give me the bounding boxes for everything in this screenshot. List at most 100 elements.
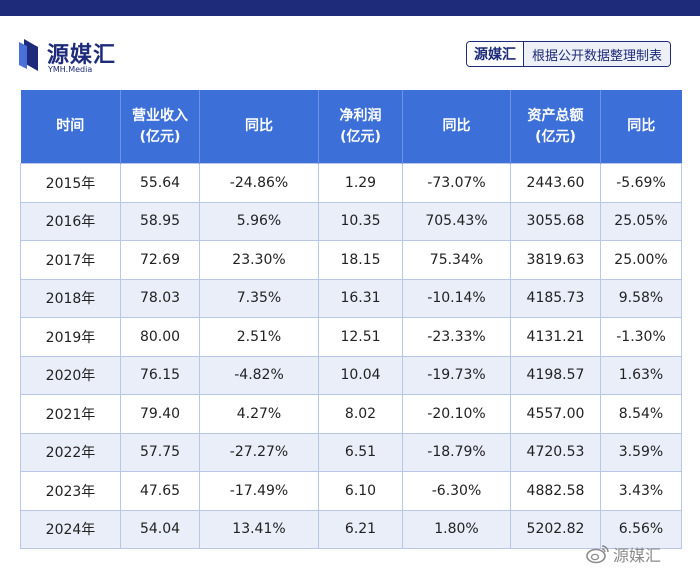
value-cell: 12.51 (318, 317, 403, 357)
table-row: 2020年 76.15 -4.82% 10.04 -19.73% 4198.57 1.63% (20, 355, 682, 395)
column-header: 同比 (199, 90, 319, 164)
logo-subtitle: YMH.Media (48, 65, 93, 74)
value-cell: 16.31 (318, 278, 403, 318)
value-cell: 2.51% (199, 317, 319, 357)
year-cell: 2017年 (20, 240, 121, 280)
value-cell: -4.82% (199, 355, 319, 395)
top-banner-bar (0, 0, 700, 16)
value-cell: 75.34% (402, 240, 511, 280)
value-cell: -6.30% (402, 471, 511, 511)
value-cell: -20.10% (402, 394, 511, 434)
table-row: 2022年 57.75 -27.27% 6.51 -18.79% 4720.53 3.59% (20, 432, 682, 472)
table-body: 2015年 55.64 -24.86% 1.29 -73.07% 2443.60 -5.69… (20, 163, 682, 549)
column-header-label: (亿元) (535, 128, 576, 145)
value-cell: 5202.82 (510, 509, 601, 549)
value-cell: -17.49% (199, 471, 319, 511)
value-cell: 9.58% (600, 278, 682, 318)
column-header: 资产总额 (亿元) (510, 90, 601, 164)
value-cell: 18.15 (318, 240, 403, 280)
column-header-label: 资产总额 (527, 107, 584, 124)
table-row: 2021年 79.40 4.27% 8.02 -20.10% 4557.00 8.54% (20, 394, 682, 434)
value-cell: 6.10 (318, 471, 403, 511)
source-text: 根据公开数据整理制表 (524, 42, 670, 66)
column-header-label: 同比 (442, 118, 471, 134)
value-cell: -27.27% (199, 432, 319, 472)
value-cell: 4198.57 (510, 355, 601, 395)
value-cell: -23.33% (402, 317, 511, 357)
value-cell: 25.00% (600, 240, 682, 280)
brand-logo: 源媒汇 YMH.Media (18, 36, 128, 76)
column-header-label: (亿元) (340, 128, 381, 145)
value-cell: 57.75 (120, 432, 200, 472)
value-cell: 8.54% (600, 394, 682, 434)
table-header-row: 时间 营业收入 (亿元) 同比 净利润 (亿元) 同比 资产总额 (亿元) 同比 (20, 90, 682, 164)
column-header-label: 净利润 (339, 107, 382, 124)
value-cell: -73.07% (402, 163, 511, 203)
value-cell: 25.05% (600, 201, 682, 241)
value-cell: 76.15 (120, 355, 200, 395)
table-row: 2018年 78.03 7.35% 16.31 -10.14% 4185.73 9.58% (20, 278, 682, 318)
column-header: 同比 (402, 90, 511, 164)
value-cell: 1.80% (402, 509, 511, 549)
column-header-label: 时间 (56, 118, 85, 134)
column-header-label: 营业收入 (132, 107, 188, 124)
year-cell: 2020年 (20, 355, 121, 395)
column-header: 同比 (600, 90, 682, 164)
watermark-text: 源媒汇 (613, 546, 662, 565)
value-cell: 1.29 (318, 163, 403, 203)
value-cell: -10.14% (402, 278, 511, 318)
year-cell: 2015年 (20, 163, 121, 203)
financial-data-table: 时间 营业收入 (亿元) 同比 净利润 (亿元) 同比 资产总额 (亿元) 同比 2015年 55.… (20, 90, 682, 549)
value-cell: 8.02 (318, 394, 403, 434)
source-note: 源媒汇 根据公开数据整理制表 (466, 41, 671, 67)
value-cell: 3819.63 (510, 240, 601, 280)
value-cell: 5.96% (199, 201, 319, 241)
value-cell: 23.30% (199, 240, 319, 280)
column-header-label: (亿元) (139, 128, 181, 145)
value-cell: 3055.68 (510, 201, 601, 241)
value-cell: 55.64 (120, 163, 200, 203)
value-cell: -18.79% (402, 432, 511, 472)
value-cell: 4.27% (199, 394, 319, 434)
value-cell: 47.65 (120, 471, 200, 511)
column-header: 营业收入 (亿元) (120, 90, 200, 164)
value-cell: -1.30% (600, 317, 682, 357)
source-brand: 源媒汇 (467, 42, 524, 66)
value-cell: -24.86% (199, 163, 319, 203)
value-cell: 78.03 (120, 278, 200, 318)
value-cell: 6.56% (600, 509, 682, 549)
value-cell: 2443.60 (510, 163, 601, 203)
value-cell: 4882.58 (510, 471, 601, 511)
column-header: 时间 (20, 90, 121, 164)
value-cell: 7.35% (199, 278, 319, 318)
value-cell: 10.35 (318, 201, 403, 241)
column-header-label: 同比 (627, 118, 656, 134)
logo-title: 源媒汇 (47, 43, 117, 68)
table-row: 2024年 54.04 13.41% 6.21 1.80% 5202.82 6.56% (20, 509, 682, 549)
watermark: 源媒汇 (586, 540, 661, 568)
table-row: 2017年 72.69 23.30% 18.15 75.34% 3819.63 25.00% (20, 240, 682, 280)
year-cell: 2022年 (20, 432, 121, 472)
ymh-logo-mark-icon (19, 39, 38, 71)
year-cell: 2021年 (20, 394, 121, 434)
table-row: 2019年 80.00 2.51% 12.51 -23.33% 4131.21 -1.30% (20, 317, 682, 357)
value-cell: 10.04 (318, 355, 403, 395)
value-cell: 3.43% (600, 471, 682, 511)
value-cell: 6.51 (318, 432, 403, 472)
value-cell: 1.63% (600, 355, 682, 395)
value-cell: 79.40 (120, 394, 200, 434)
table-row: 2015年 55.64 -24.86% 1.29 -73.07% 2443.60 -5.69… (20, 163, 682, 203)
value-cell: 58.95 (120, 201, 200, 241)
year-cell: 2019年 (20, 317, 121, 357)
column-header-label: 同比 (245, 118, 273, 134)
weibo-icon (586, 545, 609, 564)
value-cell: 6.21 (318, 509, 403, 549)
value-cell: -19.73% (402, 355, 511, 395)
year-cell: 2016年 (20, 201, 121, 241)
value-cell: 54.04 (120, 509, 200, 549)
year-cell: 2018年 (20, 278, 121, 318)
value-cell: 13.41% (199, 509, 319, 549)
value-cell: 4131.21 (510, 317, 601, 357)
value-cell: 3.59% (600, 432, 682, 472)
value-cell: 4720.53 (510, 432, 601, 472)
